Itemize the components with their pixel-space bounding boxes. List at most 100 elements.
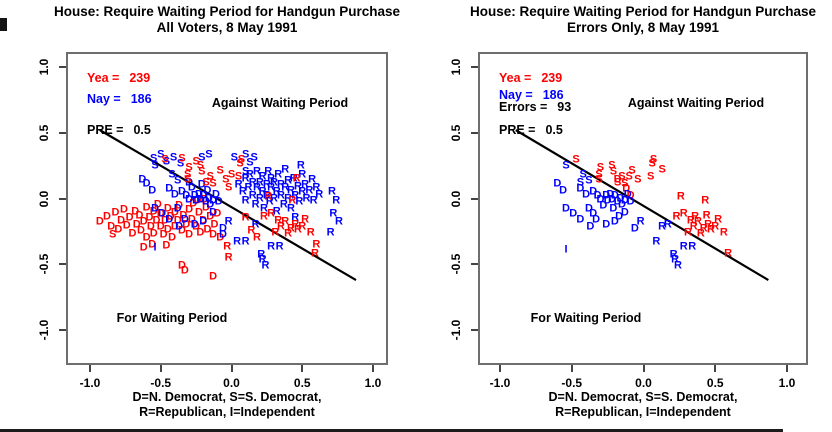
left-plot-title: House: Require Waiting Period for Handgu… <box>53 4 401 19</box>
data-point-r-yea: R <box>696 227 705 240</box>
x-tick-mark <box>786 365 788 372</box>
x-axis-caption-line2: R=Republican, I=Independent <box>555 405 731 419</box>
data-point-d-nay: D <box>596 193 605 206</box>
data-point-r-nay: R <box>245 168 254 181</box>
legend-value: 0.5 <box>545 123 563 137</box>
x-tick-label: -0.5 <box>150 376 172 390</box>
data-point-r-nay: R <box>248 189 257 202</box>
legend-label: Nay = <box>87 92 121 106</box>
y-tick-label: 0.0 <box>37 190 51 207</box>
data-point-r-nay: R <box>294 180 302 193</box>
data-point-d-nay: D <box>576 182 585 195</box>
data-point-r-nay: R <box>255 192 264 204</box>
data-point-d-nay: D <box>602 218 611 231</box>
data-point-d-nay: D <box>617 198 626 211</box>
data-point-d-yea: D <box>179 209 188 222</box>
data-point-r-yea: R <box>301 213 310 226</box>
data-point-d-yea: D <box>199 214 208 227</box>
legend-label: PRE = <box>499 123 536 137</box>
data-point-r-yea: R <box>311 247 319 260</box>
data-point-r-nay: R <box>261 259 270 272</box>
data-point-s-yea: S <box>108 228 117 241</box>
data-point-r-yea: R <box>288 194 297 207</box>
data-point-r-yea: R <box>294 223 302 236</box>
data-point-d-yea: D <box>153 198 162 211</box>
x-tick-mark <box>159 365 162 372</box>
legend-label: Nay = <box>499 88 533 102</box>
data-point-d-yea: D <box>139 241 148 254</box>
data-point-d-nay: D <box>582 188 591 201</box>
data-point-r-nay: R <box>267 172 276 185</box>
x-tick-label: 0.5 <box>706 376 724 390</box>
data-point-d-yea: D <box>216 231 225 244</box>
data-point-s-nay: S <box>205 148 213 161</box>
x-axis-caption-line1: D=N. Democrat, S=S. Democrat, <box>132 390 322 404</box>
data-point-d-yea: D <box>161 214 169 227</box>
legend-line-yea: Yea = 239 <box>499 71 562 85</box>
x-tick-label: 1.0 <box>778 376 796 390</box>
data-point-r-nay: R <box>281 163 290 176</box>
data-point-r-nay: R <box>233 235 242 248</box>
data-point-s-nay: S <box>230 151 238 164</box>
data-point-d-yea: D <box>196 226 205 239</box>
data-point-d-yea: D <box>200 193 209 206</box>
data-point-r-nay: R <box>241 172 250 185</box>
data-point-r-yea: R <box>264 190 273 203</box>
data-point-d-yea: D <box>159 228 168 241</box>
data-point-d-nay: D <box>615 210 624 223</box>
data-point-r-nay: R <box>652 235 661 248</box>
data-point-r-nay: R <box>234 178 243 191</box>
data-point-d-yea: D <box>156 207 165 220</box>
data-point-d-yea: D <box>128 227 137 240</box>
legend-line-nay: Nay = 186 <box>499 88 564 102</box>
y-tick-label: -1.0 <box>449 319 463 341</box>
data-point-s-yea: S <box>572 153 580 166</box>
y-tick-label: 0.5 <box>449 124 463 142</box>
data-point-d-nay: D <box>190 218 199 231</box>
data-point-s-yea: S <box>183 168 192 181</box>
data-point-r-nay: R <box>284 192 293 204</box>
data-point-d-nay: D <box>148 184 157 197</box>
data-point-r-nay: R <box>298 185 307 198</box>
legend-value: 93 <box>557 100 572 114</box>
data-point-d-yea: D <box>209 270 218 283</box>
data-point-r-nay: R <box>251 198 260 211</box>
data-point-d-nay: D <box>138 173 147 186</box>
legend-line-nay: Nay = 186 <box>87 92 152 106</box>
data-point-s-yea: S <box>234 170 243 183</box>
data-point-r-nay: R <box>332 194 341 207</box>
data-point-s-nay: S <box>198 151 206 164</box>
data-point-r-nay: R <box>248 176 257 189</box>
data-point-d-yea: D <box>136 224 145 237</box>
data-point-d-nay: D <box>592 213 601 226</box>
data-point-r-yea: R <box>277 220 285 233</box>
data-point-s-nay: S <box>241 148 250 161</box>
data-point-r-nay: R <box>269 192 278 204</box>
data-point-d-yea: D <box>131 205 140 218</box>
data-point-r-yea: R <box>714 213 723 226</box>
data-point-r-yea: R <box>672 210 681 223</box>
data-point-s-yea: S <box>647 170 655 183</box>
data-point-d-yea: D <box>139 215 148 228</box>
data-point-s-nay: S <box>168 168 176 181</box>
data-point-r-nay: R <box>286 202 295 215</box>
data-point-d-nay: D <box>204 192 213 204</box>
data-point-d-yea: D <box>122 219 131 232</box>
data-point-d-yea: D <box>170 220 179 233</box>
data-point-r-yea: R <box>241 211 250 224</box>
data-point-r-nay: R <box>274 168 283 181</box>
data-point-d-nay: D <box>626 195 635 208</box>
data-point-s-nay: S <box>246 156 254 169</box>
data-point-d-nay: D <box>199 189 208 202</box>
data-point-r-nay: R <box>255 176 264 189</box>
data-point-d-yea: D <box>163 202 172 215</box>
data-point-d-nay: D <box>190 189 199 202</box>
data-point-r-yea: R <box>719 226 728 239</box>
data-point-r-yea: R <box>689 220 698 233</box>
legend-label: Yea = <box>87 71 120 85</box>
x-tick-label: 0.5 <box>293 376 311 390</box>
data-point-d-nay: D <box>197 178 206 191</box>
annotation-for-waiting-period: For Waiting Period <box>116 311 228 325</box>
data-point-s-yea: S <box>609 165 618 178</box>
data-point-r-nay: R <box>671 253 680 266</box>
